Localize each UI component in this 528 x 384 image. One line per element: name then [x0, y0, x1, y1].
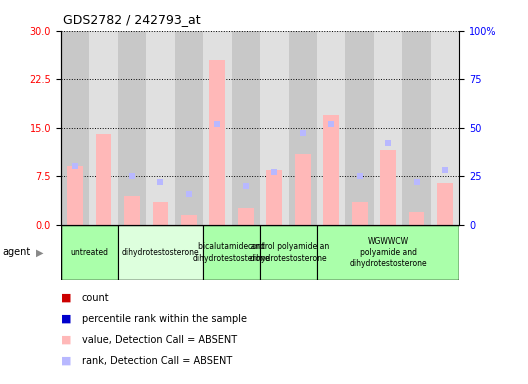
Bar	[260, 31, 288, 225]
Bar	[352, 202, 367, 225]
Bar	[61, 31, 89, 225]
Bar	[267, 170, 282, 225]
Bar	[380, 150, 396, 225]
Bar	[345, 31, 374, 225]
FancyBboxPatch shape	[260, 225, 317, 280]
Text: percentile rank within the sample: percentile rank within the sample	[82, 314, 247, 324]
Bar	[295, 154, 310, 225]
Text: ■: ■	[61, 293, 71, 303]
Bar	[124, 195, 140, 225]
FancyBboxPatch shape	[203, 225, 260, 280]
Text: GDS2782 / 242793_at: GDS2782 / 242793_at	[63, 13, 201, 26]
Bar	[153, 202, 168, 225]
Text: ■: ■	[61, 335, 71, 345]
Bar	[288, 31, 317, 225]
Text: untreated: untreated	[70, 248, 108, 257]
Bar	[238, 209, 253, 225]
Text: ■: ■	[61, 356, 71, 366]
Bar	[203, 31, 232, 225]
Text: ▶: ▶	[36, 247, 43, 258]
Text: rank, Detection Call = ABSENT: rank, Detection Call = ABSENT	[82, 356, 232, 366]
FancyBboxPatch shape	[118, 225, 203, 280]
Bar	[374, 31, 402, 225]
Bar	[175, 31, 203, 225]
Text: control polyamide an
dihydrotestosterone: control polyamide an dihydrotestosterone	[248, 242, 329, 263]
Bar	[118, 31, 146, 225]
Bar	[437, 183, 453, 225]
Bar	[89, 31, 118, 225]
Bar	[232, 31, 260, 225]
FancyBboxPatch shape	[61, 225, 118, 280]
Bar	[96, 134, 111, 225]
Bar	[409, 212, 425, 225]
Bar	[317, 31, 345, 225]
FancyBboxPatch shape	[317, 225, 459, 280]
Text: dihydrotestosterone: dihydrotestosterone	[121, 248, 199, 257]
Bar	[323, 115, 339, 225]
Bar	[67, 167, 83, 225]
Text: count: count	[82, 293, 109, 303]
Text: value, Detection Call = ABSENT: value, Detection Call = ABSENT	[82, 335, 237, 345]
Bar	[146, 31, 175, 225]
Bar	[431, 31, 459, 225]
Text: ■: ■	[61, 314, 71, 324]
Bar	[402, 31, 431, 225]
Text: bicalutamide and
dihydrotestosterone: bicalutamide and dihydrotestosterone	[193, 242, 270, 263]
Bar	[210, 60, 225, 225]
Text: agent: agent	[3, 247, 31, 258]
Text: WGWWCW
polyamide and
dihydrotestosterone: WGWWCW polyamide and dihydrotestosterone	[350, 237, 427, 268]
Bar	[181, 215, 197, 225]
